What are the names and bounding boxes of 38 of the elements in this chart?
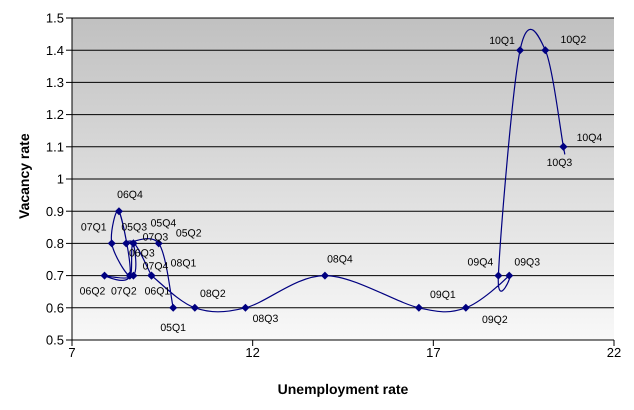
annotation: 09Q3 — [514, 256, 540, 269]
y-tick-label: 1.5 — [46, 10, 64, 26]
annotation: 07Q2 — [110, 286, 137, 298]
annotation: 09Q2 — [482, 314, 508, 326]
y-tick-label: 1.3 — [46, 75, 64, 90]
y-axis-title: Vacancy rate — [16, 133, 32, 219]
y-tick-label: 1 — [56, 172, 64, 187]
y-tick-label: 0.7 — [46, 268, 64, 284]
annotation: 06Q1 — [144, 286, 170, 298]
y-tick-label: 1.4 — [46, 42, 64, 58]
x-tick-label: 7 — [68, 345, 76, 360]
annotation: 06Q4 — [117, 189, 143, 202]
annotation: 08Q1 — [170, 258, 196, 270]
annotation: 08Q2 — [200, 288, 226, 300]
annotation: 07Q3 — [142, 231, 168, 244]
annotation: 10Q4 — [576, 132, 602, 144]
y-tick-label: 0.9 — [46, 204, 64, 219]
y-tick-label: 0.8 — [46, 236, 64, 252]
annotation: 05Q1 — [160, 322, 186, 334]
annotation: 07Q1 — [80, 221, 107, 234]
x-tick-label: 12 — [245, 345, 260, 360]
y-tick-label: 0.5 — [46, 332, 64, 348]
y-tick-label: 1.2 — [46, 107, 64, 122]
x-tick-label: 22 — [606, 345, 622, 360]
x-axis-title: Unemployment rate — [278, 381, 409, 397]
annotation: 10Q3 — [546, 156, 572, 169]
annotation: 08Q3 — [252, 312, 278, 325]
annotation: 06Q2 — [80, 286, 106, 298]
annotation: 05Q4 — [150, 217, 176, 230]
annotation: 09Q4 — [468, 256, 494, 269]
annotation: 09Q1 — [430, 288, 456, 301]
annotation: 08Q4 — [327, 254, 353, 266]
annotation: 10Q2 — [560, 34, 586, 46]
y-tick-label: 0.6 — [46, 300, 64, 316]
annotation: 10Q1 — [489, 35, 516, 48]
x-tick-label: 17 — [426, 345, 441, 360]
annotation: 05Q2 — [176, 227, 202, 240]
y-tick-label: 1.1 — [46, 139, 64, 154]
